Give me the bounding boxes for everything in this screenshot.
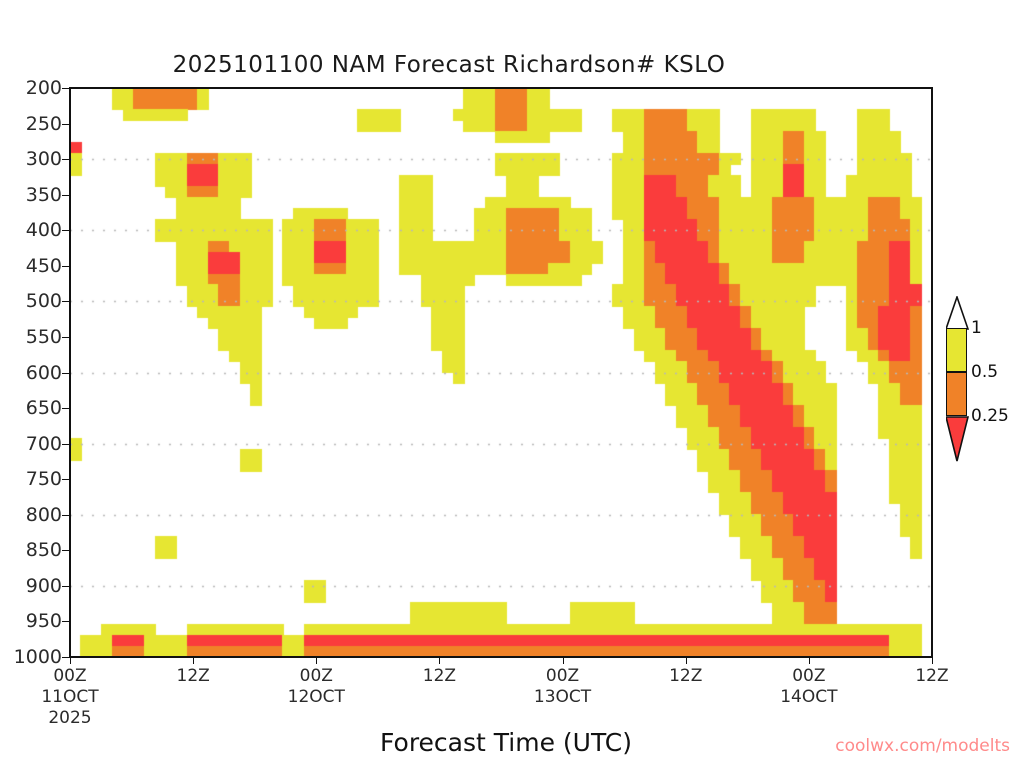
x-axis-tick xyxy=(563,657,564,664)
colorbar-segment xyxy=(946,328,967,372)
y-axis-label: 800 xyxy=(25,503,62,526)
y-axis-label: 1000 xyxy=(13,646,62,668)
colorbar-label: 0.25 xyxy=(971,406,1009,426)
x-axis-label: 00Z 13OCT xyxy=(503,666,623,707)
x-axis-tick xyxy=(686,657,687,664)
x-axis-label-time: 12Z xyxy=(669,666,703,686)
x-axis-tick xyxy=(70,657,71,664)
y-axis-label: 900 xyxy=(25,574,62,597)
x-axis-label: 12Z xyxy=(379,666,499,686)
chart-title-text: 2025101100 NAM Forecast Richardson# KSLO xyxy=(172,52,726,78)
plot-area xyxy=(70,88,932,657)
colorbar-label: 1 xyxy=(971,318,982,338)
y-axis-tick xyxy=(62,88,70,89)
x-axis-label: 12Z xyxy=(872,666,992,686)
y-axis-label: 500 xyxy=(25,290,62,313)
x-axis: 00Z 11OCT 2025 12Z 00Z 12OCT 12Z 00Z 13OCT 12Z 00Z… xyxy=(0,657,1024,740)
y-axis-tick xyxy=(62,230,70,231)
x-axis-label-year: 2025 xyxy=(48,708,92,728)
x-axis-title: Forecast Time (UTC) xyxy=(0,728,1024,757)
y-axis-tick xyxy=(62,550,70,551)
y-axis-label: 550 xyxy=(25,325,62,348)
y-axis-tick xyxy=(62,124,70,125)
y-axis-label: 650 xyxy=(25,397,62,420)
y-axis-tick xyxy=(62,444,70,445)
y-axis-tick xyxy=(62,621,70,622)
x-axis-tick xyxy=(932,657,933,664)
x-axis-title-text: Forecast Time (UTC) xyxy=(380,728,632,757)
x-axis-label-time: 12Z xyxy=(422,666,457,686)
y-axis: 200 250 300 350 400 450 500 550 600 650 700 750 800 8… xyxy=(0,77,70,668)
y-axis-label: 600 xyxy=(25,361,62,384)
x-axis-label-time: 00Z xyxy=(545,666,580,686)
x-axis-label-date: 13OCT xyxy=(533,687,592,707)
y-axis-label: 400 xyxy=(25,219,62,242)
x-axis-label-date: 11OCT xyxy=(41,687,99,707)
y-axis-tick xyxy=(62,159,70,160)
x-axis-tick xyxy=(439,657,440,664)
x-axis-label: 00Z 11OCT 2025 xyxy=(10,666,130,728)
y-axis-tick xyxy=(62,337,70,338)
x-axis-label-time: 12Z xyxy=(915,666,949,686)
y-axis-tick xyxy=(62,586,70,587)
x-axis-tick xyxy=(809,657,810,664)
colorbar-arrow-down xyxy=(946,416,969,462)
colorbar-arrow-up xyxy=(946,296,969,330)
y-axis-label: 300 xyxy=(25,148,62,171)
x-axis-label-date: 14OCT xyxy=(780,687,838,707)
x-axis-tick xyxy=(193,657,194,664)
y-axis-tick xyxy=(62,301,70,302)
y-axis-label: 950 xyxy=(25,610,62,633)
y-axis-label: 250 xyxy=(25,112,62,135)
heatmap-canvas xyxy=(70,88,932,657)
colorbar-legend: 1 0.5 0.25 xyxy=(938,296,1024,476)
y-axis-tick xyxy=(62,266,70,267)
y-axis-label: 700 xyxy=(25,432,62,455)
x-axis-label: 12Z xyxy=(133,666,253,686)
y-axis-tick xyxy=(62,479,70,480)
x-axis-label-time: 00Z xyxy=(792,666,826,686)
x-axis-label-time: 00Z xyxy=(53,666,87,686)
x-axis-label-time: 00Z xyxy=(299,666,333,686)
y-axis-tick xyxy=(62,195,70,196)
y-axis-label: 850 xyxy=(25,539,62,562)
y-axis-tick xyxy=(62,408,70,409)
colorbar-segment xyxy=(946,372,967,416)
x-axis-label-time: 12Z xyxy=(176,666,210,686)
chart-title: 2025101100 NAM Forecast Richardson# KSLO xyxy=(0,52,1024,78)
watermark: coolwx.com/modelts xyxy=(835,736,1010,756)
y-axis-label: 200 xyxy=(25,77,62,99)
y-axis-tick xyxy=(62,515,70,516)
x-axis-label: 00Z 14OCT xyxy=(749,666,869,707)
y-axis-label: 350 xyxy=(25,183,62,206)
y-axis-tick xyxy=(62,373,70,374)
y-axis-tick xyxy=(62,657,70,658)
y-axis-label: 450 xyxy=(25,254,62,277)
y-axis-label: 750 xyxy=(25,468,62,491)
x-axis-label-date: 12OCT xyxy=(287,687,345,707)
x-axis-label: 12Z xyxy=(626,666,746,686)
x-axis-tick xyxy=(316,657,317,664)
colorbar-label: 0.5 xyxy=(971,362,999,382)
x-axis-label: 00Z 12OCT xyxy=(256,666,376,707)
